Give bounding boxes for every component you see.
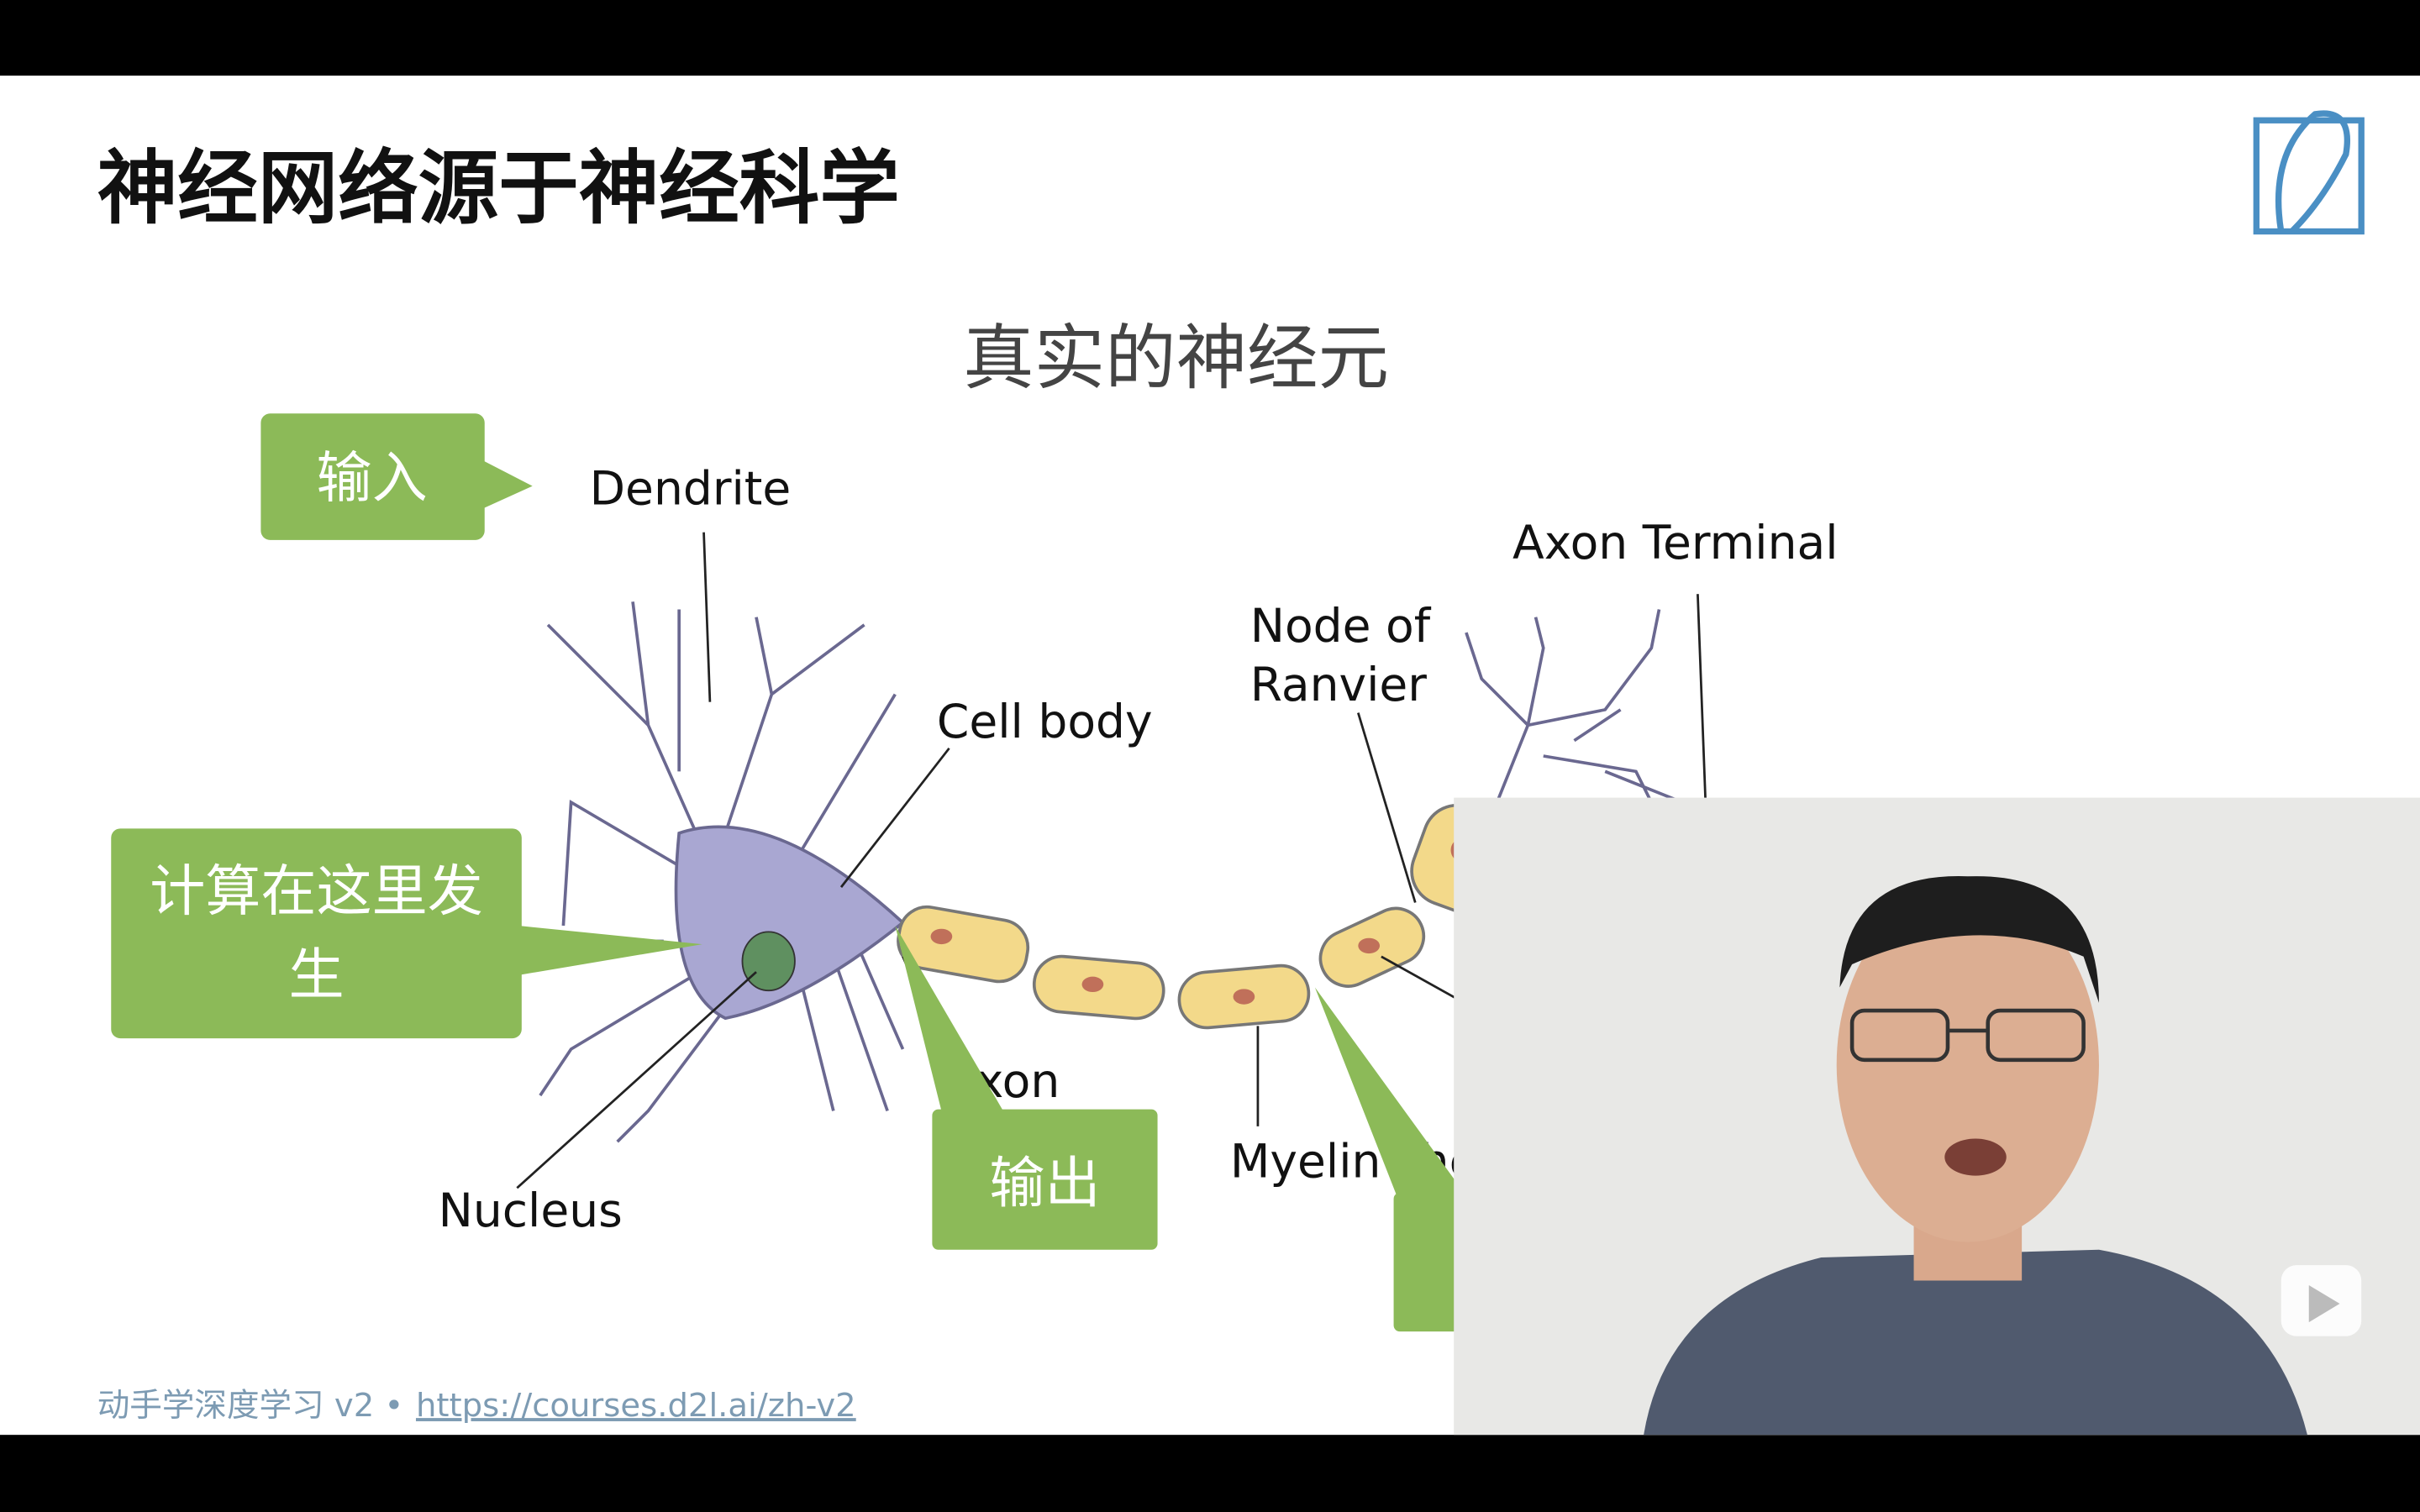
diagram-subtitle: 真实的神经元 [963,318,1389,400]
label-node: Node of [1250,599,1432,653]
footer-text: 动手学深度学习 v2 • [97,1387,404,1425]
label-nucleus: Nucleus [439,1184,623,1237]
player-logo [2281,1265,2362,1336]
logo [2253,110,2365,235]
callout-compute: 生 [288,942,344,1007]
slide-title: 神经网络源于神经科学 [97,141,900,235]
callout-compute: 计算在这里发 [150,859,483,924]
presenter-video [1454,797,2420,1436]
callout-output: 输出 [989,1151,1100,1215]
label-axon-terminal: Axon Terminal [1512,516,1839,570]
callout-input: 输入 [317,445,428,510]
neuron [516,532,1707,1189]
footer: 动手学深度学习 v2 • https://courses.d2l.ai/zh-v2 [97,1387,856,1425]
label-dendrite: Dendrite [590,462,792,516]
footer-link[interactable]: https://courses.d2l.ai/zh-v2 [416,1387,856,1425]
label-node: Ranvier [1250,658,1428,711]
label-cell-body: Cell body [937,695,1153,748]
